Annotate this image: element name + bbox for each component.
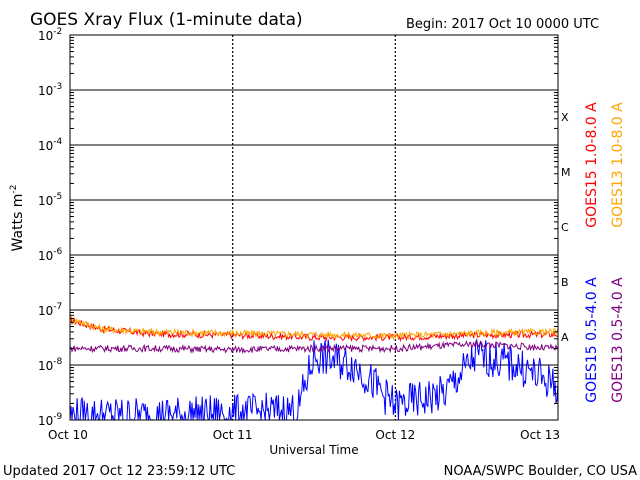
- legend-entry: GOES15 0.5-4.0 A: [584, 277, 600, 403]
- credit-label: NOAA/SWPC Boulder, CO USA: [444, 464, 637, 479]
- x-axis-label: Universal Time: [269, 443, 358, 457]
- chart-title: GOES Xray Flux (1-minute data): [30, 10, 303, 30]
- y-tick-label: 10-8: [38, 357, 63, 373]
- flare-class-label: X: [561, 111, 569, 124]
- y-tick-label: 10-2: [38, 27, 62, 43]
- y-tick-label: 10-4: [38, 137, 63, 153]
- series-line: [69, 315, 559, 341]
- legend-entry: GOES15 1.0-8.0 A: [584, 102, 600, 228]
- legend-entry: GOES13 1.0-8.0 A: [610, 102, 626, 228]
- flare-class-label: A: [561, 331, 569, 344]
- flare-class-label: C: [561, 221, 569, 234]
- flare-class-label: B: [561, 276, 569, 289]
- flare-class-label: M: [561, 166, 571, 179]
- y-tick-label: 10-9: [38, 412, 63, 428]
- y-tick-label: 10-7: [38, 302, 62, 318]
- plot-frame: [69, 34, 559, 421]
- y-axis-label: Watts m-2: [9, 185, 26, 252]
- series-line: [69, 316, 559, 343]
- x-tick-label: Oct 12: [375, 428, 415, 442]
- x-tick-label: Oct 10: [48, 428, 88, 442]
- x-tick-label: Oct 13: [520, 428, 560, 442]
- x-tick-label: Oct 11: [213, 428, 253, 442]
- legend-entry: GOES13 0.5-4.0 A: [610, 277, 626, 403]
- updated-timestamp: Updated 2017 Oct 12 23:59:12 UTC: [3, 464, 235, 479]
- y-tick-label: 10-5: [38, 192, 62, 208]
- y-tick-label: 10-3: [38, 82, 62, 98]
- series-line: [69, 339, 559, 355]
- begin-label: Begin: 2017 Oct 10 0000 UTC: [406, 17, 599, 32]
- y-tick-label: 10-6: [38, 247, 63, 263]
